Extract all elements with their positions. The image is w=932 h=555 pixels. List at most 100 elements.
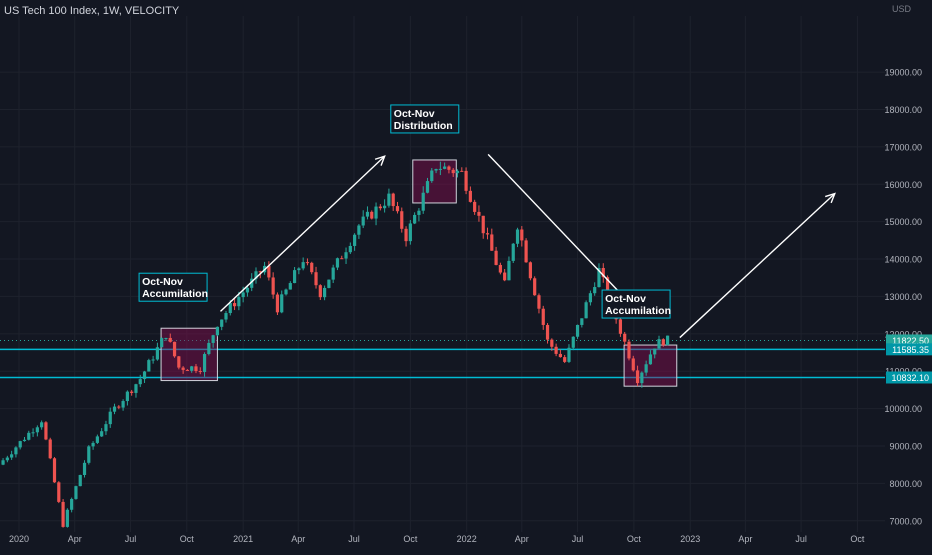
candle-body	[22, 439, 27, 442]
candle-body	[65, 509, 69, 527]
candle-body	[575, 324, 580, 337]
candle-body	[344, 252, 348, 259]
candle-body	[408, 223, 412, 242]
candle-body	[323, 287, 327, 298]
y-tick-label: 12000.00	[884, 329, 922, 339]
candle-body	[318, 285, 322, 298]
candle-body	[425, 181, 430, 193]
candle-body	[267, 265, 271, 278]
zone-box	[412, 159, 457, 204]
candle-body	[271, 277, 275, 295]
candle-body	[413, 214, 417, 224]
candle-body	[168, 337, 172, 342]
candle-body	[460, 170, 464, 172]
candle-body	[151, 359, 155, 361]
y-axis[interactable]: 7000.008000.009000.0010000.0011000.00120…	[884, 68, 922, 527]
level-price-tag-bg	[886, 371, 932, 384]
candle-body	[490, 234, 494, 251]
level-price-tag: 10832.10	[891, 373, 929, 383]
candle-body	[511, 243, 515, 261]
trend-arrow-line	[487, 153, 640, 314]
chart-title: US Tech 100 Index, 1W, VELOCITY	[4, 5, 180, 17]
candle-body	[357, 225, 361, 235]
candle-body	[220, 319, 224, 327]
candle-body	[528, 262, 532, 279]
y-tick-label: 10000.00	[884, 404, 922, 414]
zone-label-box	[390, 104, 460, 134]
x-tick-label: Oct	[180, 534, 195, 544]
candle-body	[451, 169, 455, 174]
candle-body	[331, 267, 335, 280]
candle-body	[584, 302, 588, 319]
candle-body	[48, 439, 52, 459]
candle-body	[644, 364, 648, 373]
candle-body	[657, 339, 661, 349]
candle-body	[593, 287, 597, 294]
candle-body	[125, 391, 129, 402]
trend-arrow-head	[374, 155, 386, 166]
candle-body	[160, 338, 164, 348]
x-tick-label: Apr	[291, 534, 305, 544]
candle-body	[1, 460, 5, 465]
x-tick-label: Oct	[403, 534, 418, 544]
candle-body	[554, 346, 558, 354]
candle-body	[74, 486, 78, 499]
zone-label-line1: Oct-Nov	[142, 276, 183, 288]
candle-body	[185, 369, 190, 371]
candle-body	[245, 287, 250, 293]
candle-body	[430, 170, 434, 182]
candle-body	[215, 326, 220, 336]
candle-body	[507, 260, 511, 281]
candle-body	[275, 294, 280, 313]
candle-body	[567, 347, 571, 362]
zone-label-line2: Distribution	[394, 120, 453, 132]
candle-body	[100, 431, 104, 437]
candle-body	[340, 258, 344, 260]
candle-body	[314, 272, 318, 286]
candle-body	[627, 341, 631, 359]
candle-body	[421, 192, 425, 211]
candle-body	[588, 293, 593, 303]
candle-body	[44, 422, 48, 440]
candle-body	[52, 458, 57, 483]
candle-body	[648, 354, 653, 365]
candle-body	[305, 262, 310, 264]
candle-body	[365, 211, 370, 217]
candle-body	[374, 206, 378, 219]
candle-body	[653, 348, 657, 355]
candle-body	[224, 313, 228, 320]
candle-body	[468, 190, 472, 202]
candle-body	[181, 367, 185, 370]
candle-body	[383, 205, 387, 209]
candle-body	[10, 454, 14, 458]
y-tick-label: 15000.00	[884, 217, 922, 227]
currency-label: USD	[892, 4, 912, 14]
candle-body	[348, 245, 352, 253]
candle-body	[400, 211, 404, 229]
candle-body	[353, 234, 357, 246]
trend-arrow-line	[679, 193, 836, 339]
candle-body	[112, 406, 117, 412]
candle-body	[541, 308, 545, 325]
y-tick-label: 9000.00	[889, 442, 922, 452]
zone-label-line2: Accumilation	[605, 305, 671, 317]
candle-body	[434, 169, 438, 171]
candle-body	[31, 432, 35, 434]
candle-body	[631, 358, 635, 371]
candle-body	[117, 406, 121, 408]
candle-body	[640, 372, 644, 384]
x-tick-label: 2020	[9, 534, 29, 544]
candle-body	[57, 482, 61, 502]
level-price-tag: 11585.35	[892, 345, 929, 355]
candle-body	[503, 272, 507, 281]
candle-body	[515, 229, 520, 244]
y-tick-label: 17000.00	[884, 142, 922, 152]
candle-body	[284, 289, 288, 295]
candle-body	[207, 342, 211, 355]
x-axis[interactable]: 2020 Apr Jul Oct 2021 Apr Jul Oct 2022 Apr Jul Oct 2…	[9, 534, 865, 544]
candle-body	[438, 168, 442, 170]
candle-body	[310, 262, 314, 273]
